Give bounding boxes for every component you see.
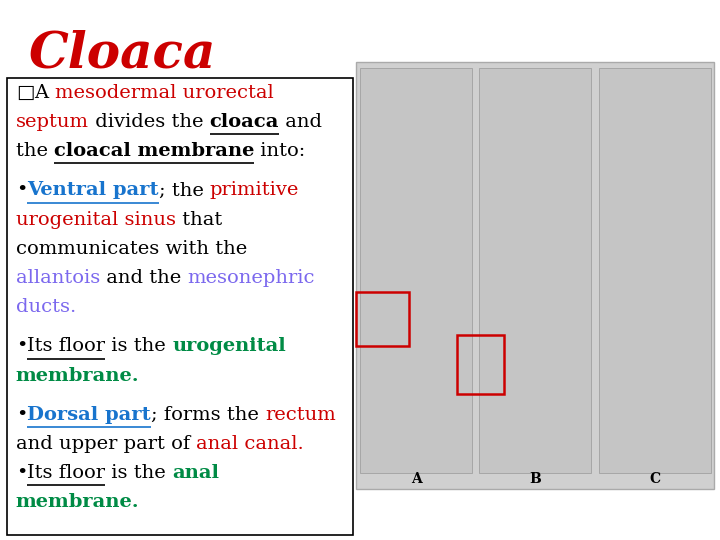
Text: ; the: ; the	[158, 181, 210, 199]
Text: ; forms the: ; forms the	[151, 406, 265, 424]
Text: B: B	[529, 472, 541, 486]
Text: that: that	[176, 211, 222, 228]
Text: and the: and the	[100, 269, 188, 287]
Text: divides the: divides the	[89, 113, 210, 131]
Text: rectum: rectum	[265, 406, 336, 424]
Text: cloacal membrane: cloacal membrane	[54, 142, 254, 160]
Text: into:: into:	[254, 142, 306, 160]
Text: mesonephric: mesonephric	[188, 269, 315, 287]
Text: anal canal.: anal canal.	[197, 435, 304, 453]
Text: is the: is the	[105, 338, 172, 355]
Text: septum: septum	[16, 113, 89, 131]
Text: Dorsal part: Dorsal part	[27, 406, 151, 424]
Bar	[356, 62, 714, 489]
Text: and: and	[279, 113, 322, 131]
Text: Ventral part: Ventral part	[27, 181, 158, 199]
Bar	[457, 335, 504, 394]
Text: Its floor: Its floor	[27, 338, 105, 355]
Text: anal: anal	[172, 464, 219, 482]
Text: •: •	[16, 406, 27, 424]
Bar	[360, 68, 472, 472]
Text: A: A	[35, 84, 55, 102]
Text: the: the	[16, 142, 54, 160]
Text: urogenital: urogenital	[172, 338, 286, 355]
Text: Its floor: Its floor	[27, 464, 105, 482]
Text: membrane.: membrane.	[16, 494, 140, 511]
Text: membrane.: membrane.	[16, 367, 140, 384]
Text: •: •	[16, 338, 27, 355]
Text: Cloaca: Cloaca	[29, 30, 216, 79]
Text: A: A	[410, 472, 421, 486]
Text: ducts.: ducts.	[16, 298, 76, 316]
Text: mesodermal urorectal: mesodermal urorectal	[55, 84, 274, 102]
Bar	[7, 78, 353, 535]
Text: C: C	[649, 472, 660, 486]
Text: urogenital sinus: urogenital sinus	[16, 211, 176, 228]
Text: □: □	[16, 84, 35, 102]
Bar	[598, 68, 711, 472]
Text: •: •	[16, 464, 27, 482]
Bar	[480, 68, 591, 472]
Text: •: •	[16, 181, 27, 199]
Text: and upper part of: and upper part of	[16, 435, 197, 453]
Text: allantois: allantois	[16, 269, 100, 287]
Text: primitive: primitive	[210, 181, 300, 199]
Text: is the: is the	[105, 464, 172, 482]
Text: communicates with the: communicates with the	[16, 240, 247, 258]
Text: cloaca: cloaca	[210, 113, 279, 131]
Bar	[356, 292, 409, 346]
